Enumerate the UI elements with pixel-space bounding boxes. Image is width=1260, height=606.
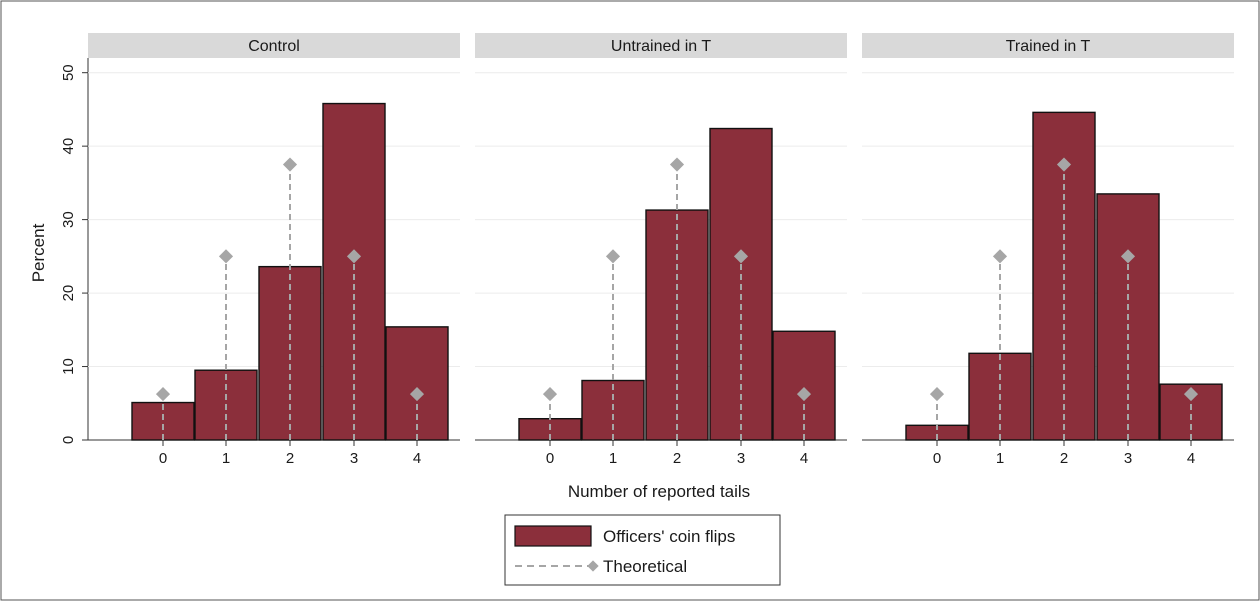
x-tick-label: 2 [1060,450,1068,467]
y-tick-label: 40 [60,138,77,155]
x-tick-label: 0 [546,450,554,467]
panel-title: Trained in T [1006,38,1091,55]
x-axis-label: Number of reported tails [568,482,750,501]
x-tick-label: 1 [609,450,617,467]
theoretical-marker [155,387,171,402]
x-tick-label: 0 [159,450,167,467]
x-tick-label: 1 [996,450,1004,467]
theoretical-marker [346,249,362,264]
y-tick-label: 30 [60,211,77,228]
theoretical-marker [992,249,1008,264]
panel-header [88,33,460,58]
theoretical-marker [409,387,425,402]
bar [581,379,645,441]
x-tick-label: 3 [350,450,358,467]
y-tick-label: 50 [60,64,77,81]
x-tick-label: 3 [1124,450,1132,467]
panel-header [475,33,847,58]
x-tick-label: 4 [413,450,421,467]
theoretical-marker [1056,157,1072,172]
theoretical-marker [605,249,621,264]
bar [772,330,836,441]
y-axis-label: Percent [29,223,48,282]
x-tick-label: 0 [933,450,941,467]
bar [258,265,322,441]
panel-title: Control [248,38,300,55]
theoretical-marker [1183,387,1199,402]
theoretical-marker [669,157,685,172]
bar [322,102,386,441]
theoretical-marker [929,387,945,402]
theoretical-marker [542,387,558,402]
legend-bar-swatch [514,525,592,547]
x-tick-label: 4 [1187,450,1195,467]
theoretical-marker [1120,249,1136,264]
legend-bar-label: Officers' coin flips [603,527,735,546]
legend-theoretical-label: Theoretical [603,557,687,576]
y-tick-label: 10 [60,358,77,375]
bar [385,326,449,441]
panel-title: Untrained in T [611,38,711,55]
x-tick-label: 4 [800,450,808,467]
panel-header [862,33,1234,58]
y-tick-label: 0 [60,436,77,444]
x-tick-label: 2 [286,450,294,467]
theoretical-marker [282,157,298,172]
y-tick-label: 20 [60,285,77,302]
x-tick-label: 2 [673,450,681,467]
theoretical-marker [733,249,749,264]
legend-theoretical-marker [587,560,599,572]
legend: Officers' coin flips Theoretical [504,514,781,586]
theoretical-marker [796,387,812,402]
x-tick-label: 3 [737,450,745,467]
theoretical-marker [218,249,234,264]
x-tick-label: 1 [222,450,230,467]
